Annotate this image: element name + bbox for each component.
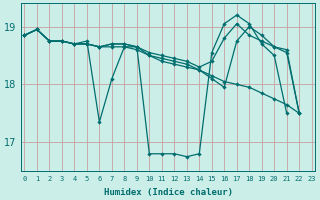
X-axis label: Humidex (Indice chaleur): Humidex (Indice chaleur) <box>104 188 233 197</box>
